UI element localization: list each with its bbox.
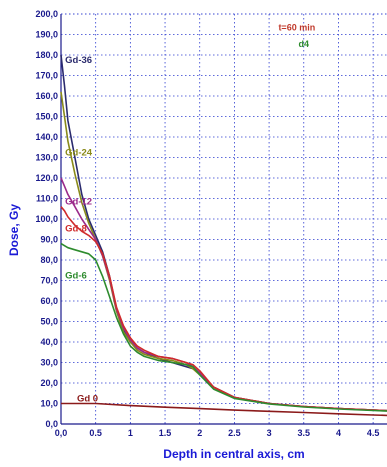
annotations: t=60 min d4 — [278, 22, 315, 48]
y-tick-label: 0,0 — [45, 419, 58, 429]
y-tick-label: 100,0 — [35, 214, 58, 224]
y-tick-label: 30,0 — [40, 358, 58, 368]
annotation-0: t=60 min — [278, 22, 315, 32]
x-tick-label: 2.5 — [228, 428, 241, 438]
grid-lines — [60, 13, 387, 425]
y-tick-label: 40,0 — [40, 337, 58, 347]
y-tick-label: 200,0 — [35, 9, 58, 19]
x-axis-title: Depth in central axis, cm — [163, 447, 304, 461]
x-tick-labels: 0,0 0.5 1 1.5 2 2.5 3 3.5 4 4.5 — [55, 428, 380, 438]
y-tick-label: 50,0 — [40, 317, 58, 327]
x-tick-label: 4.5 — [367, 428, 380, 438]
y-tick-label: 150,0 — [35, 112, 58, 122]
y-tick-label: 140,0 — [35, 132, 58, 142]
y-tick-label: 160,0 — [35, 91, 58, 101]
y-tick-label: 170,0 — [35, 71, 58, 81]
y-tick-label: 20,0 — [40, 378, 58, 388]
series-label-3: Gd-8 — [65, 223, 87, 234]
x-tick-label: 3.5 — [298, 428, 311, 438]
y-tick-label: 120,0 — [35, 173, 58, 183]
y-tick-label: 190,0 — [35, 30, 58, 40]
series-line-5 — [61, 402, 387, 417]
series-label-2: Gd-12 — [65, 197, 92, 208]
annotation-1: d4 — [299, 39, 310, 49]
series-labels: Gd-36 Gd-24 Gd-12 Gd-8 Gd-6 Gd 0 — [65, 55, 98, 404]
y-tick-label: 60,0 — [40, 296, 58, 306]
y-tick-label: 130,0 — [35, 153, 58, 163]
series-label-5: Gd 0 — [77, 393, 98, 404]
x-tick-label: 2 — [197, 428, 202, 438]
y-tick-label: 70,0 — [40, 276, 58, 286]
y-tick-labels: 0,0 10,0 20,0 30,0 40,0 50,0 60,0 70,0 80,0 90,0 1… — [35, 9, 58, 429]
series-line-4 — [60, 242, 387, 412]
series-label-1: Gd-24 — [65, 147, 93, 158]
axes — [60, 13, 387, 425]
x-tick-label: 3 — [267, 428, 272, 438]
y-tick-label: 180,0 — [35, 50, 58, 60]
x-tick-label: 0,0 — [55, 428, 68, 438]
y-tick-label: 110,0 — [36, 194, 58, 204]
series-label-4: Gd-6 — [65, 270, 87, 281]
y-tick-label: 80,0 — [40, 255, 58, 265]
x-tick-label: 0.5 — [89, 428, 102, 438]
series-line-3 — [60, 206, 387, 412]
series-label-0: Gd-36 — [65, 55, 92, 66]
y-tick-label: 10,0 — [40, 399, 58, 409]
series-lines — [60, 54, 387, 417]
x-tick-label: 1.5 — [159, 428, 172, 438]
x-tick-label: 4 — [336, 428, 341, 438]
y-axis-title: Dose, Gy — [7, 204, 21, 256]
x-tick-label: 1 — [128, 428, 133, 438]
y-tick-label: 90,0 — [40, 235, 58, 245]
